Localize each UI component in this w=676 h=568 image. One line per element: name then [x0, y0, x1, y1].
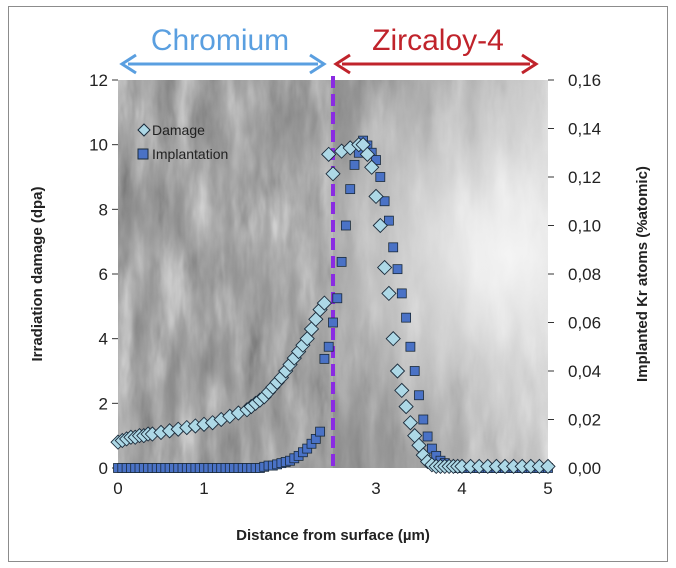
- implantation-point: [332, 293, 343, 304]
- x-axis-title: Distance from surface (µm): [236, 527, 430, 544]
- implantation-point: [328, 317, 338, 328]
- implantation-point: [414, 390, 424, 401]
- damage-point: [381, 285, 397, 302]
- region-label-chromium: Chromium: [151, 24, 289, 57]
- y-right-tick-label: 0,08: [568, 265, 601, 284]
- region-label-zircaloy: Zircaloy-4: [372, 24, 504, 57]
- legend-marker-implantation: [137, 148, 149, 160]
- x-tick-label: 4: [457, 479, 466, 498]
- implantation-point: [379, 196, 390, 207]
- legend-item-implantation: Implantation: [137, 146, 228, 162]
- implantation-point: [401, 312, 412, 323]
- implantation-point: [392, 264, 403, 275]
- y-right-tick-label: 0,14: [568, 120, 601, 139]
- x-tick-label: 2: [285, 479, 294, 498]
- y-right-tick-label: 0,06: [568, 314, 601, 333]
- legend-label-implantation: Implantation: [152, 146, 228, 162]
- legend-label-damage: Damage: [152, 122, 205, 138]
- implantation-point: [349, 159, 360, 170]
- chart-marks: [110, 76, 556, 475]
- damage-point: [402, 415, 419, 431]
- x-tick-label: 3: [371, 479, 380, 498]
- damage-point: [398, 398, 414, 415]
- x-tick-label: 5: [543, 479, 552, 498]
- y-right-tick-label: 0,10: [568, 217, 601, 236]
- implantation-point: [388, 242, 399, 253]
- damage-point: [394, 382, 410, 399]
- damage-point: [385, 331, 401, 347]
- x-tick-label: 0: [113, 479, 122, 498]
- legend: Damage Implantation: [137, 122, 228, 162]
- y-left-tick-label: 0: [99, 459, 108, 478]
- implantation-point: [422, 431, 433, 442]
- region-chromium: Chromium: [119, 24, 327, 75]
- damage-point: [316, 295, 333, 311]
- y-right-tick-label: 0,12: [568, 168, 601, 187]
- micrograph-background: [118, 80, 548, 468]
- damage-point: [321, 146, 337, 163]
- y-right-tick-label: 0,00: [568, 459, 601, 478]
- y-left-tick-label: 4: [99, 330, 108, 349]
- implantation-point: [383, 215, 394, 226]
- damage-point: [364, 159, 380, 175]
- legend-item-damage: Damage: [137, 122, 205, 138]
- implantation-point: [345, 184, 356, 195]
- axes: 0 1 2 3 4 50246810120,000,020,040,060,080,100…: [89, 71, 601, 498]
- implantation-point: [336, 256, 347, 267]
- x-tick-label: 1: [199, 479, 208, 498]
- region-zircaloy: Zircaloy-4: [333, 24, 539, 75]
- y-left-tick-label: 12: [89, 71, 108, 90]
- y-right-axis-title: Implanted Kr atoms (%atomic): [634, 166, 651, 382]
- implantation-point: [409, 366, 420, 376]
- legend-marker-damage: [137, 123, 151, 137]
- implantation-point: [405, 341, 416, 352]
- damage-point: [359, 146, 376, 163]
- damage-point: [389, 363, 406, 379]
- implantation-point: [319, 353, 330, 364]
- implantation-point: [323, 341, 334, 352]
- zircaloy-arrow: [333, 53, 539, 75]
- y-left-tick-label: 8: [99, 200, 108, 219]
- y-left-tick-label: 6: [99, 265, 108, 284]
- y-right-tick-label: 0,16: [568, 71, 601, 90]
- implantation-point: [340, 220, 351, 231]
- damage-point: [376, 259, 393, 276]
- implantation-point: [315, 426, 326, 437]
- damage-point: [368, 188, 384, 205]
- damage-point: [372, 217, 388, 234]
- implantation-point: [396, 288, 407, 299]
- y-left-tick-label: 2: [99, 394, 108, 413]
- y-left-axis-title: Irradiation damage (dpa): [29, 186, 46, 361]
- chromium-arrow: [119, 53, 327, 75]
- damage-point: [325, 166, 341, 182]
- y-right-tick-label: 0,04: [568, 362, 601, 381]
- damage-point: [540, 458, 556, 475]
- y-right-tick-label: 0,02: [568, 411, 601, 430]
- implantation-point: [418, 414, 429, 425]
- y-left-tick-label: 10: [89, 136, 108, 155]
- implantation-point: [375, 172, 386, 182]
